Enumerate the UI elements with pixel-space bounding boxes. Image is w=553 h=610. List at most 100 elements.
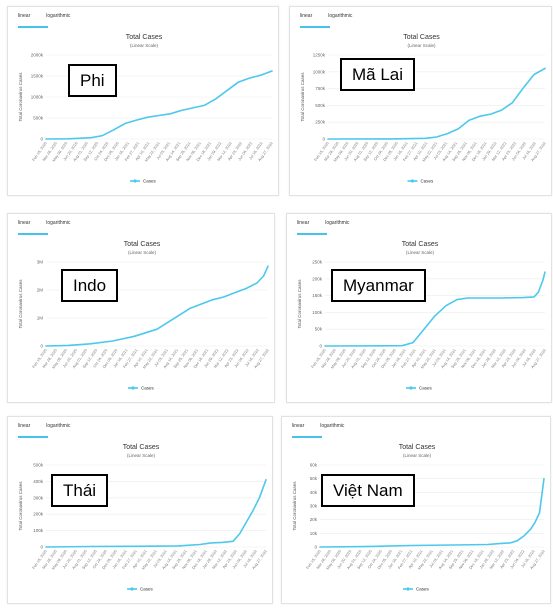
tab-linear[interactable]: linear xyxy=(18,13,31,19)
series-line-cases xyxy=(324,271,546,347)
line-chart: Total Cases (Linear Scale) Total Coronavir… xyxy=(18,34,274,184)
legend-label: Cases xyxy=(419,386,433,391)
y-tick-label: 200k xyxy=(33,512,44,517)
y-tick-label: 200k xyxy=(312,276,323,281)
y-tick-label: 1M xyxy=(37,316,44,321)
scale-tabs: linear logarithmic xyxy=(292,423,360,445)
y-tick-label: 2M xyxy=(37,288,44,293)
y-tick-label: 500k xyxy=(33,463,44,468)
y-tick-label: 10k xyxy=(310,531,318,536)
chart-panel: linear logarithmic Total Cases (Linear Scal… xyxy=(7,213,275,403)
y-axis-label: Total Coronavirus Cases xyxy=(18,72,23,122)
tab-linear[interactable]: linear xyxy=(18,423,31,429)
chart-title: Total Cases xyxy=(402,241,439,248)
y-tick-label: 150k xyxy=(312,293,323,298)
tab-logarithmic[interactable]: logarithmic xyxy=(46,423,71,429)
chart-title: Total Cases xyxy=(124,241,161,248)
scale-tabs: linear logarithmic xyxy=(18,13,86,35)
active-tab-indicator xyxy=(18,436,48,438)
chart-subtitle: (Linear Scale) xyxy=(407,43,436,48)
legend-label: Cases xyxy=(140,587,154,592)
series-line-cases xyxy=(327,67,546,140)
y-tick-label: 40k xyxy=(310,490,318,495)
chart-title: Total Cases xyxy=(126,34,163,41)
line-chart: Total Cases (Linear Scale) Total Coronavir… xyxy=(292,444,546,592)
legend-marker-dot xyxy=(130,587,134,591)
scale-tabs: linear logarithmic xyxy=(18,220,86,242)
y-tick-label: 750k xyxy=(315,86,326,91)
y-axis-label: Total Coronavirus Cases xyxy=(300,72,305,122)
y-tick-label: 300k xyxy=(33,495,44,500)
active-tab-indicator xyxy=(292,436,322,438)
country-label: Mã Lai xyxy=(340,58,416,91)
active-tab-indicator xyxy=(297,233,327,235)
y-tick-label: 100k xyxy=(312,310,323,315)
tab-logarithmic[interactable]: logarithmic xyxy=(325,220,350,226)
chart-panel: linear logarithmic Total Cases (Linear Scal… xyxy=(286,213,552,403)
y-axis-label: Total Coronavirus Cases xyxy=(292,481,297,531)
legend-marker-dot xyxy=(409,386,413,390)
chart-subtitle: (Linear Scale) xyxy=(127,453,156,458)
y-axis-label: Total Coronavirus Cases xyxy=(297,279,302,329)
chart-panel: linear logarithmic Total Cases (Linear Scal… xyxy=(281,416,551,604)
y-axis-label: Total Coronavirus Cases xyxy=(18,481,23,531)
series-line-cases xyxy=(319,477,545,548)
line-chart: Total Cases (Linear Scale) Total Coronavir… xyxy=(300,34,547,184)
country-label: Indo xyxy=(61,269,119,302)
scale-tabs: linear logarithmic xyxy=(18,423,86,445)
active-tab-indicator xyxy=(300,26,330,28)
y-tick-label: 0 xyxy=(40,545,43,550)
chart-subtitle: (Linear Scale) xyxy=(406,250,435,255)
scale-tabs: linear logarithmic xyxy=(300,13,368,35)
y-tick-label: 0 xyxy=(40,344,43,349)
y-tick-label: 60k xyxy=(310,463,318,468)
y-tick-label: 0 xyxy=(319,344,322,349)
legend-label: Cases xyxy=(141,386,155,391)
legend-label: Cases xyxy=(416,587,430,592)
series-line-cases xyxy=(45,70,273,140)
tab-logarithmic[interactable]: logarithmic xyxy=(46,220,71,226)
tab-linear[interactable]: linear xyxy=(18,220,31,226)
y-tick-label: 0 xyxy=(40,137,43,142)
y-tick-label: 1250k xyxy=(313,53,326,58)
y-tick-label: 20k xyxy=(310,517,318,522)
series-line-cases xyxy=(45,265,269,347)
y-tick-label: 1500k xyxy=(31,74,44,79)
line-chart: Total Cases (Linear Scale) Total Coronavir… xyxy=(18,444,268,592)
legend-marker-dot xyxy=(131,386,135,390)
chart-title: Total Cases xyxy=(123,444,160,451)
chart-subtitle: (Linear Scale) xyxy=(130,43,159,48)
tab-linear[interactable]: linear xyxy=(292,423,305,429)
country-label: Thái xyxy=(51,474,109,507)
y-tick-label: 2000k xyxy=(31,53,44,58)
chart-panel: linear logarithmic Total Cases (Linear Scal… xyxy=(7,6,279,196)
chart-title: Total Cases xyxy=(399,444,436,451)
legend-marker-dot xyxy=(410,179,415,183)
y-tick-label: 100k xyxy=(33,528,44,533)
line-chart: Total Cases (Linear Scale) Total Coronavir… xyxy=(297,241,547,391)
y-tick-label: 500k xyxy=(315,103,326,108)
series-line-cases xyxy=(45,478,267,548)
legend-marker-dot xyxy=(406,587,410,591)
tab-logarithmic[interactable]: logarithmic xyxy=(320,423,345,429)
tab-linear[interactable]: linear xyxy=(297,220,310,226)
y-tick-label: 1000k xyxy=(313,69,326,74)
active-tab-indicator xyxy=(18,233,48,235)
chart-panel: linear logarithmic Total Cases (Linear Scal… xyxy=(7,416,273,604)
country-label: Myanmar xyxy=(331,269,426,302)
y-tick-label: 400k xyxy=(33,479,44,484)
tab-linear[interactable]: linear xyxy=(300,13,313,19)
legend-marker-dot xyxy=(133,179,137,183)
chart-subtitle: (Linear Scale) xyxy=(128,250,157,255)
y-tick-label: 30k xyxy=(310,504,318,509)
y-tick-label: 0 xyxy=(322,137,325,142)
y-tick-label: 250k xyxy=(315,120,326,125)
y-tick-label: 250k xyxy=(312,260,323,265)
chart-subtitle: (Linear Scale) xyxy=(403,453,432,458)
y-tick-label: 50k xyxy=(310,476,318,481)
y-tick-label: 50k xyxy=(315,327,323,332)
country-label: Phi xyxy=(68,64,117,97)
chart-panel: linear logarithmic Total Cases (Linear Scal… xyxy=(289,6,552,196)
tab-logarithmic[interactable]: logarithmic xyxy=(46,13,71,19)
tab-logarithmic[interactable]: logarithmic xyxy=(328,13,353,19)
